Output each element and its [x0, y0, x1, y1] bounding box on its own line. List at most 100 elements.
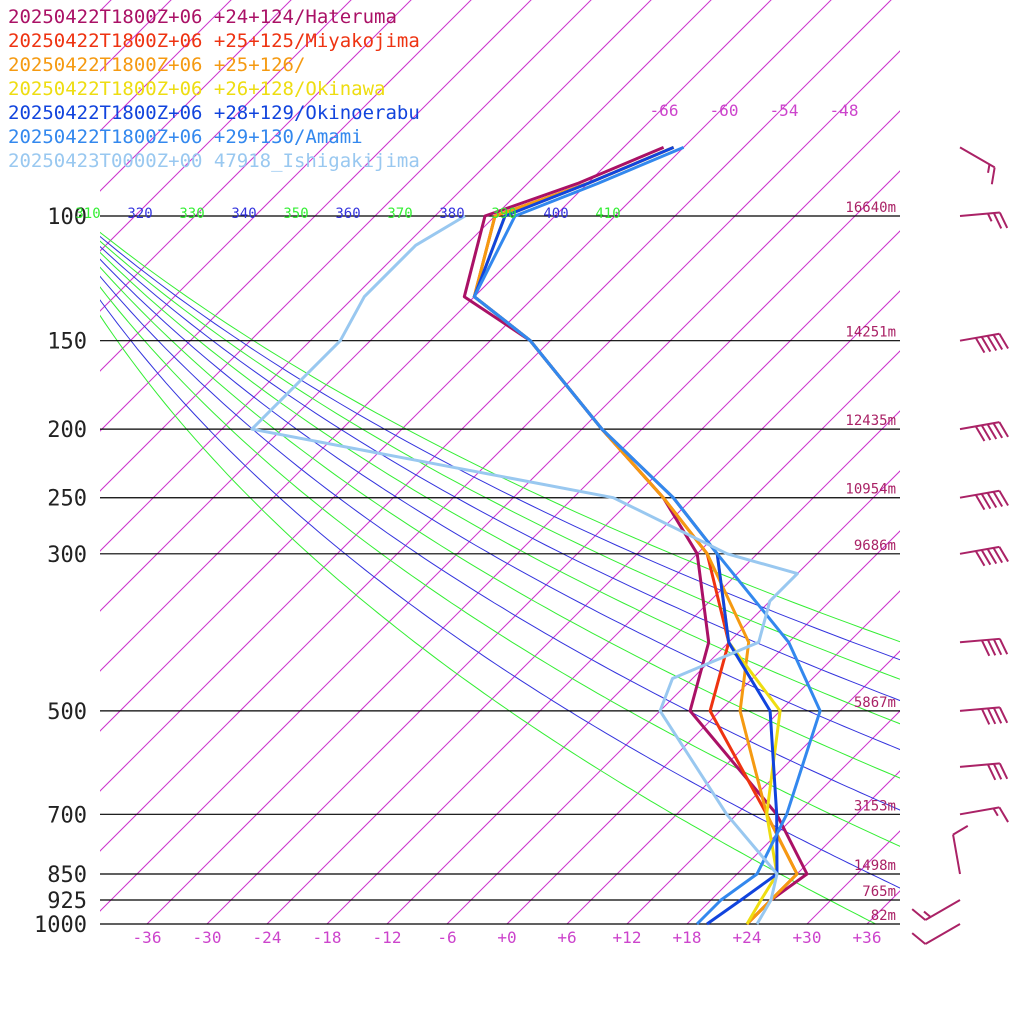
- barb-flag: [998, 806, 1009, 823]
- barb-flag: [986, 548, 998, 565]
- height-label: 14251m: [845, 325, 896, 341]
- barb-staff: [952, 834, 961, 875]
- theta-curve: [100, 245, 900, 702]
- legend-entry: 20250422T1800Z+06 +24+124/Hateruma: [8, 6, 397, 28]
- barb-staff: [959, 146, 996, 169]
- barb-flag: [952, 825, 969, 836]
- temperature-tick-label: +18: [673, 928, 702, 947]
- isotherm-label: -60: [710, 101, 739, 120]
- isotherm-line: [866, 890, 900, 925]
- temperature-tick-label: -30: [193, 928, 222, 947]
- temperature-tick-label: -12: [373, 928, 402, 947]
- pressure-tick-label: 250: [47, 487, 87, 512]
- barb-staff: [959, 706, 1000, 712]
- barb-half-flag: [923, 910, 932, 918]
- pressure-tick-label: 500: [47, 700, 87, 725]
- theta-curve: [100, 314, 876, 925]
- pressure-tick-label: 150: [47, 330, 87, 355]
- temperature-tick-label: +36: [853, 928, 882, 947]
- isotherm-line: [100, 0, 292, 192]
- isotherm-line: [806, 830, 900, 925]
- pressure-tick-label: 925: [47, 889, 87, 914]
- barb-flag: [990, 167, 996, 185]
- temperature-tick-label: +0: [497, 928, 516, 947]
- wind-barb: [959, 762, 1009, 781]
- barb-flag: [992, 422, 1004, 439]
- isotherm-line: [100, 0, 412, 312]
- barb-staff: [959, 211, 1000, 217]
- theta-curve: [100, 286, 900, 847]
- barb-flag: [986, 423, 998, 440]
- barb-staff: [959, 489, 1000, 499]
- sounding-line: [472, 146, 799, 926]
- barb-flag: [992, 547, 1004, 564]
- isotherm-line: [100, 0, 472, 372]
- wind-barb: [959, 545, 1009, 567]
- theta-curve: [100, 235, 900, 661]
- barb-half-flag: [987, 164, 991, 173]
- barb-flag: [986, 639, 997, 656]
- barb-flag: [974, 425, 986, 442]
- barb-staff: [959, 762, 1000, 768]
- height-label: 5867m: [854, 695, 896, 711]
- theta-label: 400: [543, 206, 568, 222]
- isotherm-line: [100, 0, 232, 132]
- legend-entry: 20250422T1800Z+06 +26+128/Okinawa: [8, 78, 386, 100]
- legend-entry: 20250422T1800Z+06 +25+126/: [8, 54, 305, 76]
- barb-staff: [959, 421, 1000, 431]
- barb-flag: [911, 932, 926, 945]
- barb-flag: [992, 334, 1004, 351]
- theta-label: 340: [231, 206, 256, 222]
- temperature-tick-label: -36: [133, 928, 162, 947]
- pressure-tick-label: 300: [47, 543, 87, 568]
- theta-curve: [100, 275, 900, 811]
- theta-label: 330: [179, 206, 204, 222]
- barb-flag: [980, 336, 992, 353]
- barb-staff: [959, 332, 1000, 342]
- isotherm-line: [446, 470, 900, 925]
- isotherm-line: [100, 0, 352, 252]
- barb-half-flag: [986, 213, 993, 222]
- theta-label: 380: [439, 206, 464, 222]
- wind-barb: [959, 146, 996, 185]
- barb-staff: [959, 806, 1000, 816]
- theta-label: 350: [283, 206, 308, 222]
- pressure-tick-label: 700: [47, 803, 87, 828]
- legend: 20250422T1800Z+06 +24+124/Hateruma 202504…: [8, 6, 420, 172]
- sounding-line: [472, 146, 779, 926]
- theta-label: 390: [491, 206, 516, 222]
- barb-flag: [980, 424, 992, 441]
- pressure-tick-label: 1000: [34, 913, 87, 938]
- barb-flag: [998, 212, 1009, 229]
- barb-flag: [992, 638, 1003, 656]
- theta-curves: [100, 231, 900, 925]
- sounding-line: [462, 146, 809, 926]
- temperature-tick-label: -18: [313, 928, 342, 947]
- barb-flag: [998, 490, 1009, 506]
- barb-flag: [986, 764, 997, 781]
- height-label: 16640m: [845, 200, 896, 216]
- barb-flag: [992, 491, 1004, 508]
- temperature-tick-label: +6: [557, 928, 576, 947]
- temperature-tick-label: -24: [253, 928, 282, 947]
- sounding-line: [472, 146, 799, 926]
- temperature-tick-label: +30: [793, 928, 822, 947]
- height-label: 1498m: [854, 858, 896, 874]
- barb-flag: [974, 494, 986, 511]
- pressure-tick-label: 850: [47, 863, 87, 888]
- legend-entry: 20250422T1800Z+06 +29+130/Amami: [8, 126, 363, 148]
- isotherm-line: [686, 710, 900, 925]
- barb-flag: [986, 335, 998, 352]
- isotherm-line: [987, 0, 1024, 924]
- temperature-tick-label: -6: [437, 928, 456, 947]
- barb-flag: [980, 549, 992, 566]
- theta-curve: [100, 258, 900, 751]
- isotherm-line: [626, 650, 900, 925]
- theta-label: 370: [387, 206, 412, 222]
- theta-label: 310: [75, 206, 100, 222]
- barb-flag: [986, 492, 998, 509]
- theta-label: 410: [595, 206, 620, 222]
- isotherm-label: -66: [650, 101, 679, 120]
